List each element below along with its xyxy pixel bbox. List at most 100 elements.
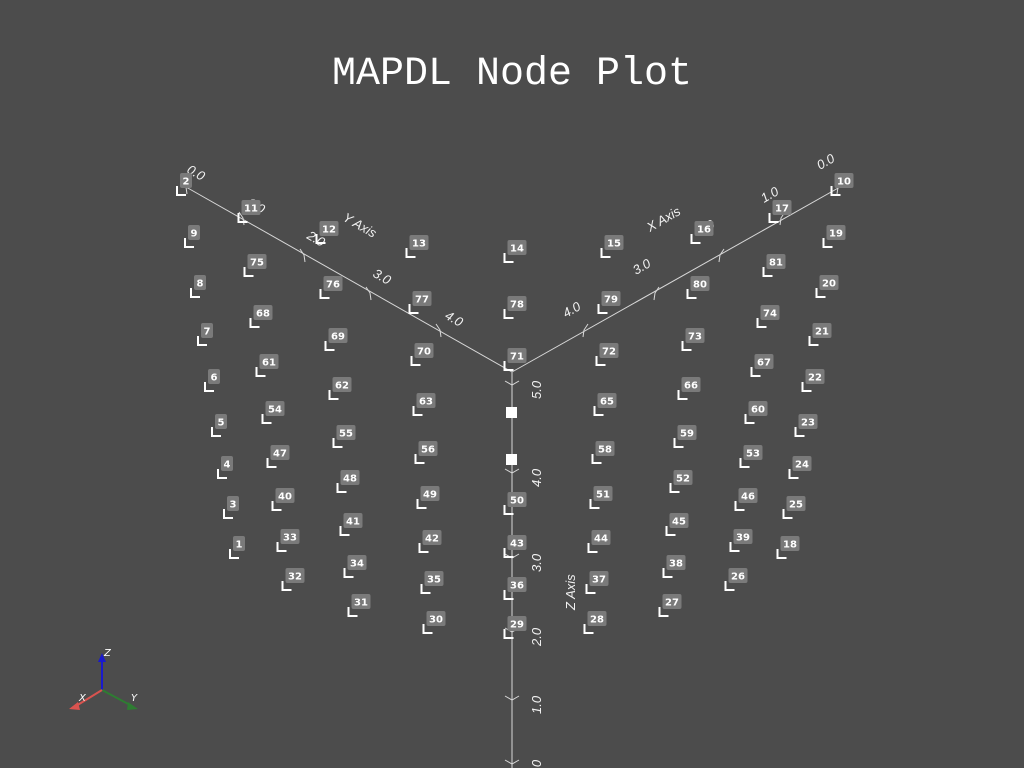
node-21[interactable]: 21 — [808, 323, 832, 346]
node-marker — [776, 549, 787, 559]
node-35[interactable]: 35 — [420, 571, 444, 594]
node-24[interactable]: 24 — [788, 456, 812, 479]
node-label-box — [681, 377, 701, 392]
node-25[interactable]: 25 — [782, 496, 806, 519]
node-48[interactable]: 48 — [336, 470, 360, 493]
node-79[interactable]: 79 — [597, 291, 621, 314]
node-6[interactable]: 6 — [204, 369, 220, 392]
node-66[interactable]: 66 — [677, 377, 701, 400]
node-36[interactable]: 36 — [503, 577, 527, 600]
node-60[interactable]: 60 — [744, 401, 768, 424]
node-32[interactable]: 32 — [281, 568, 305, 591]
node-label: 67 — [757, 358, 771, 369]
node-16[interactable]: 16 — [690, 221, 714, 244]
z-tick-mark — [504, 380, 520, 386]
node-label-box — [669, 513, 689, 528]
node-17[interactable]: 17 — [768, 200, 792, 223]
node-76[interactable]: 76 — [319, 276, 343, 299]
node-7[interactable]: 7 — [197, 323, 213, 346]
node-44[interactable]: 44 — [587, 530, 611, 553]
node-75[interactable]: 75 — [243, 254, 267, 277]
node-46[interactable]: 46 — [734, 488, 758, 511]
node-28[interactable]: 28 — [583, 611, 607, 634]
node-label: 18 — [783, 540, 797, 551]
node-43[interactable]: 43 — [503, 535, 527, 558]
node-31[interactable]: 31 — [347, 594, 371, 617]
node-30[interactable]: 30 — [422, 611, 446, 634]
node-53[interactable]: 53 — [739, 445, 763, 468]
node-78[interactable]: 78 — [503, 296, 527, 319]
node-41[interactable]: 41 — [339, 513, 363, 536]
node-8[interactable]: 8 — [190, 275, 206, 298]
node-67[interactable]: 67 — [750, 354, 774, 377]
node-69[interactable]: 69 — [324, 328, 348, 351]
node-marker — [739, 458, 750, 468]
node-62[interactable]: 62 — [328, 377, 352, 400]
node-label: 65 — [600, 397, 614, 408]
node-15[interactable]: 15 — [600, 235, 624, 258]
node-23[interactable]: 23 — [794, 414, 818, 437]
node-54[interactable]: 54 — [261, 401, 285, 424]
node-5[interactable]: 5 — [211, 414, 227, 437]
node-marker — [266, 458, 277, 468]
node-40[interactable]: 40 — [271, 488, 295, 511]
z-tick-mark — [504, 468, 520, 474]
node-label-box — [743, 445, 763, 460]
node-marker — [243, 267, 254, 277]
node-71[interactable]: 71 — [503, 348, 527, 371]
node-81[interactable]: 81 — [762, 254, 786, 277]
node-72[interactable]: 72 — [595, 343, 619, 366]
node-56[interactable]: 56 — [414, 441, 438, 464]
node-58[interactable]: 58 — [591, 441, 615, 464]
node-4[interactable]: 4 — [217, 456, 233, 479]
node-13[interactable]: 13 — [405, 235, 429, 258]
node-45[interactable]: 45 — [665, 513, 689, 536]
node-label: 4 — [224, 460, 231, 471]
node-70[interactable]: 70 — [410, 343, 434, 366]
node-14[interactable]: 14 — [503, 240, 527, 263]
node-label-box — [754, 354, 774, 369]
node-61[interactable]: 61 — [255, 354, 279, 377]
node-20[interactable]: 20 — [815, 275, 839, 298]
node-63[interactable]: 63 — [412, 393, 436, 416]
x-tick-label: 3.0 — [630, 255, 654, 277]
node-12[interactable]: 12 — [315, 221, 339, 244]
node-19[interactable]: 19 — [822, 225, 846, 248]
node-52[interactable]: 52 — [669, 470, 693, 493]
node-80[interactable]: 80 — [686, 276, 710, 299]
node-27[interactable]: 27 — [658, 594, 682, 617]
node-73[interactable]: 73 — [681, 328, 705, 351]
node-9[interactable]: 9 — [184, 225, 200, 248]
node-22[interactable]: 22 — [801, 369, 825, 392]
node-label-box — [728, 568, 748, 583]
node-77[interactable]: 77 — [408, 291, 432, 314]
node-50[interactable]: 50 — [503, 492, 527, 515]
node-1[interactable]: 1 — [229, 536, 245, 559]
node-34[interactable]: 34 — [343, 555, 367, 578]
node-39[interactable]: 39 — [729, 529, 753, 552]
node-label-box — [786, 496, 806, 511]
node-10[interactable]: 10 — [830, 173, 854, 196]
node-11[interactable]: 11 — [237, 200, 261, 223]
node-42[interactable]: 42 — [418, 530, 442, 553]
node-59[interactable]: 59 — [673, 425, 697, 448]
node-29[interactable]: 29 — [503, 616, 527, 639]
node-marker — [347, 607, 358, 617]
node-37[interactable]: 37 — [585, 571, 609, 594]
node-33[interactable]: 33 — [276, 529, 300, 552]
node-26[interactable]: 26 — [724, 568, 748, 591]
node-38[interactable]: 38 — [662, 555, 686, 578]
node-55[interactable]: 55 — [332, 425, 356, 448]
node-68[interactable]: 68 — [249, 305, 273, 328]
node-18[interactable]: 18 — [776, 536, 800, 559]
node-47[interactable]: 47 — [266, 445, 290, 468]
node-label-box — [414, 343, 434, 358]
node-label: 3 — [230, 500, 237, 511]
node-2[interactable]: 2 — [176, 173, 192, 196]
node-3[interactable]: 3 — [223, 496, 239, 519]
node-51[interactable]: 51 — [589, 486, 613, 509]
node-74[interactable]: 74 — [756, 305, 780, 328]
node-49[interactable]: 49 — [416, 486, 440, 509]
node-65[interactable]: 65 — [593, 393, 617, 416]
